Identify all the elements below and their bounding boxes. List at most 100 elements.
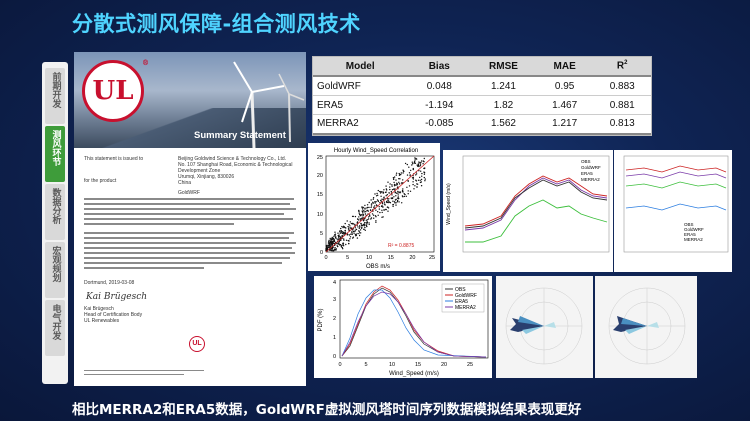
wind-rose-petals	[621, 318, 647, 326]
scatter-point	[399, 191, 402, 193]
scatter-point	[367, 218, 370, 220]
scatter-point	[332, 237, 334, 239]
scatter-point	[395, 198, 397, 200]
scatter-point	[381, 216, 383, 218]
scatter-point	[333, 235, 335, 237]
diurnal-wind-speed-chart: OBS GoldWRF ERA5 MERRA2	[614, 150, 732, 272]
signer-block: Kai Brügesch Head of Certification Body …	[84, 306, 143, 324]
report-header-image: UL ® Summary Statement	[74, 52, 306, 148]
scatter-point	[378, 208, 381, 210]
scatter-point	[392, 188, 395, 190]
scatter-point	[406, 163, 408, 166]
scatter-point	[415, 174, 417, 176]
scatter-point	[362, 206, 364, 209]
scatter-point	[383, 209, 385, 211]
scatter-point	[327, 244, 329, 246]
scatter-point	[368, 222, 370, 224]
scatter-point	[357, 218, 359, 220]
sidebar-item-data-analysis[interactable]: 数据分析	[45, 184, 65, 240]
ul-stamp-icon: UL	[189, 336, 205, 352]
scatter-point	[352, 237, 354, 239]
scatter-point	[408, 172, 411, 174]
sidebar-item-label: 宏观规划	[50, 246, 61, 282]
scatter-axes	[325, 155, 435, 253]
scatter-point	[389, 188, 391, 191]
scatter-point	[372, 201, 374, 203]
sidebar-item-early-development[interactable]: 前期开发	[45, 68, 65, 124]
issued-to-label: This statement is issued to for the prod…	[84, 156, 144, 184]
scatter-point	[385, 200, 388, 203]
scatter-point	[366, 223, 368, 225]
scatter-point	[407, 193, 409, 195]
scatter-point	[331, 240, 333, 243]
scatter-point	[360, 218, 362, 220]
cell-mae: 1.467	[535, 95, 594, 115]
scatter-point	[366, 204, 369, 206]
scatter-point	[339, 235, 341, 238]
sidebar-item-macro-planning[interactable]: 宏观规划	[45, 242, 65, 298]
scatter-point	[389, 186, 391, 188]
x-tick-label: 20	[409, 255, 415, 261]
scatter-point	[341, 246, 343, 249]
legend-merra2: MERRA2	[455, 305, 476, 311]
scatter-point	[330, 249, 332, 252]
scatter-point	[389, 183, 391, 185]
scatter-point	[359, 225, 361, 227]
scatter-point	[381, 198, 383, 200]
sidebar-item-label: 数据分析	[50, 188, 61, 224]
cell-bias: 0.048	[407, 76, 472, 97]
scatter-point	[331, 243, 333, 246]
scatter-point	[363, 219, 365, 221]
scatter-point	[352, 223, 354, 225]
scatter-point	[359, 229, 362, 231]
scatter-point	[366, 219, 369, 221]
x-tick-label: 25	[467, 362, 473, 368]
scatter-point	[367, 210, 369, 212]
x-tick-label: 0	[324, 255, 327, 261]
report-heading: Summary Statement	[194, 130, 286, 141]
scatter-point	[370, 217, 373, 219]
sidebar-nav: 前期开发 测风环节 数据分析 宏观规划 电气开发	[42, 62, 68, 384]
legend-obs: OBS	[581, 159, 591, 164]
sidebar-item-wind-measurement[interactable]: 测风环节	[45, 126, 65, 182]
scatter-point	[397, 198, 400, 200]
scatter-point	[400, 182, 403, 184]
scatter-point	[346, 220, 348, 222]
scatter-point	[395, 202, 397, 204]
scatter-point	[358, 212, 360, 214]
scatter-point	[363, 225, 365, 227]
scatter-point	[372, 214, 375, 216]
scatter-point	[385, 208, 387, 211]
legend-era5: ERA5	[455, 299, 468, 305]
scatter-point	[334, 233, 337, 235]
scatter-point	[419, 165, 422, 167]
y-tick-label: 15	[317, 192, 323, 198]
column-header-r2: R2	[593, 57, 651, 78]
wind-rose-petals	[625, 326, 647, 334]
scatter-point	[345, 239, 348, 241]
scatter-point	[383, 203, 386, 205]
sidebar-item-electrical-development[interactable]: 电气开发	[45, 300, 65, 356]
series-obs-line	[464, 179, 608, 229]
scatter-point	[368, 223, 370, 226]
scatter-point	[342, 245, 345, 247]
x-tick-label: 0	[338, 362, 341, 368]
cell-r2: 0.881	[593, 95, 651, 115]
place-date: Dortmund, 2019-03-08	[84, 280, 135, 286]
scatter-point	[395, 172, 398, 174]
scatter-point	[337, 235, 340, 237]
scatter-point	[358, 210, 360, 213]
sidebar-item-label: 电气开发	[50, 304, 61, 340]
wind-rose-petals	[544, 322, 556, 328]
scatter-point	[419, 181, 422, 184]
scatter-point	[396, 199, 399, 202]
model-statistics-table: Model Bias RMSE MAE R2 GoldWRF 0.048 1.2…	[312, 56, 652, 136]
scatter-point	[345, 243, 347, 246]
scatter-point	[417, 164, 420, 166]
scatter-point	[402, 172, 404, 174]
scatter-point	[342, 233, 344, 235]
scatter-point	[352, 215, 354, 218]
scatter-point	[381, 203, 384, 205]
scatter-point	[407, 180, 409, 182]
scatter-point	[375, 220, 377, 222]
